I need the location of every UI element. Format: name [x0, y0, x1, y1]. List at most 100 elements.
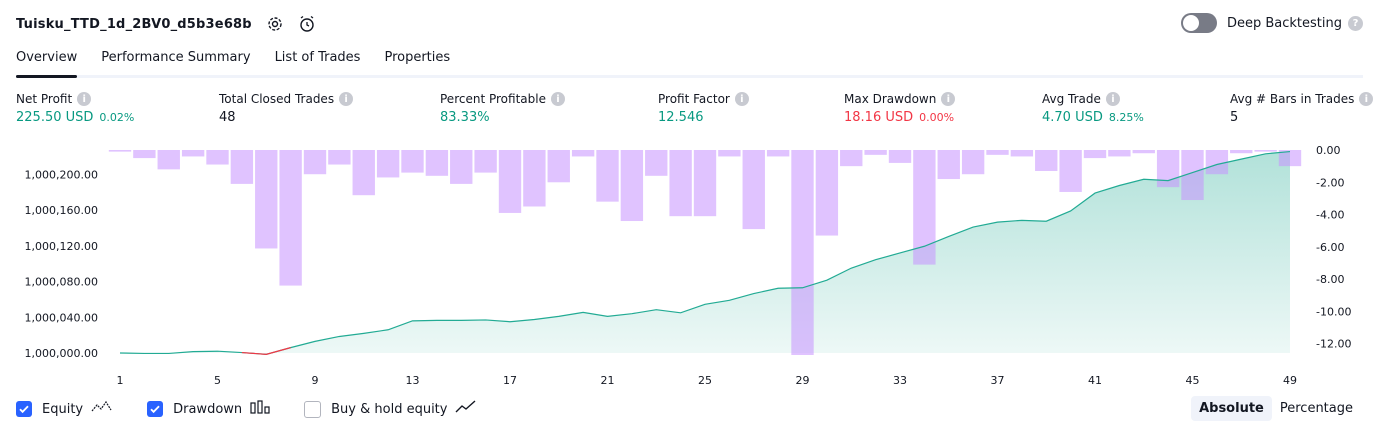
- deep-backtesting-toggle[interactable]: [1180, 13, 1217, 33]
- drawdown-bar: [693, 150, 717, 217]
- checkbox-drawdown[interactable]: [147, 401, 164, 417]
- tab-performance-summary[interactable]: Performance Summary: [101, 50, 251, 65]
- x-tick-label: 13: [406, 374, 420, 387]
- info-icon[interactable]: i: [77, 92, 92, 106]
- percentage-button[interactable]: Percentage: [1279, 401, 1353, 416]
- drawdown-bar: [255, 150, 278, 249]
- y-right-tick-label: 0.00: [1316, 144, 1341, 157]
- drawdown-bar: [766, 150, 790, 157]
- drawdown-bar: [450, 150, 473, 184]
- drawdown-bar: [1083, 150, 1107, 159]
- drawdown-bar: [376, 150, 400, 178]
- drawdown-bar: [571, 150, 595, 157]
- drawdown-bar: [913, 150, 936, 265]
- equity-drawdown-chart[interactable]: 1,000,000.00 1,000,040.00 1,000,080.00 1,00…: [0, 140, 1379, 390]
- info-icon[interactable]: i: [550, 92, 565, 106]
- metric-max-drawdown: Max Drawdown i 18.16 USD 0.00%: [844, 92, 956, 125]
- metric-avg-bars: Avg # Bars in Trades i 5: [1230, 92, 1374, 125]
- add-alert-icon[interactable]: [298, 15, 316, 33]
- drawdown-bar: [279, 150, 302, 286]
- drawdown-bar: [1035, 150, 1058, 171]
- metric-label: Percent Profitable: [440, 92, 546, 106]
- chart-legend: Equity Drawdown Buy & hold equity: [16, 400, 511, 418]
- y-right-tick-label: -10.00: [1316, 305, 1351, 318]
- tab-list-of-trades[interactable]: List of Trades: [274, 50, 361, 65]
- drawdown-bar: [1132, 150, 1155, 154]
- info-icon[interactable]: i: [1359, 92, 1374, 106]
- metric-value: 48: [219, 110, 236, 125]
- y-left-tick-label: 1,000,000.00: [25, 347, 98, 360]
- drawdown-bar: [791, 150, 814, 355]
- drawdown-bar: [328, 150, 351, 165]
- metric-net-profit: Net Profit i 225.50 USD 0.02%: [16, 92, 134, 125]
- legend-buyhold[interactable]: Buy & hold equity: [304, 400, 477, 418]
- drawdown-bar: [1230, 150, 1253, 154]
- drawdown-bar: [888, 150, 912, 163]
- drawdown-bar: [1156, 150, 1180, 188]
- drawdown-bar: [815, 150, 839, 236]
- drawdown-bar: [961, 150, 985, 175]
- help-icon[interactable]: ?: [1348, 15, 1363, 31]
- scale-mode-switch: Absolute Percentage: [1191, 396, 1361, 421]
- y-right-tick-label: -6.00: [1316, 241, 1344, 254]
- tab-overview[interactable]: Overview: [16, 47, 78, 78]
- drawdown-bar: [596, 150, 619, 202]
- metric-value: 18.16 USD: [844, 110, 914, 125]
- tab-bar: Overview Performance Summary List of Tra…: [16, 47, 1363, 78]
- y-left-tick-label: 1,000,120.00: [25, 240, 98, 253]
- drawdown-bar: [1010, 150, 1034, 157]
- legend-drawdown-label: Drawdown: [173, 401, 243, 417]
- drawdown-bar: [498, 150, 522, 213]
- absolute-button[interactable]: Absolute: [1191, 396, 1272, 421]
- drawdown-bar: [1108, 150, 1131, 157]
- x-tick-label: 37: [991, 374, 1005, 387]
- drawdown-bar: [108, 150, 132, 152]
- drawdown-bar: [181, 150, 205, 157]
- y-right-tick-label: -2.00: [1316, 176, 1344, 189]
- drawdown-bar: [645, 150, 668, 176]
- metric-avg-trade: Avg Trade i 4.70 USD 8.25%: [1042, 92, 1144, 125]
- info-icon[interactable]: i: [339, 92, 354, 106]
- report-header: Tuisku_TTD_1d_2BV0_d5b3e68b: [16, 12, 316, 36]
- drawdown-bar: [133, 150, 156, 159]
- drawdown-bar: [1059, 150, 1082, 192]
- settings-icon[interactable]: [266, 15, 284, 33]
- deep-backtesting-label: Deep Backtesting: [1226, 15, 1342, 31]
- metric-sub: 8.25%: [1108, 111, 1144, 124]
- legend-equity-label: Equity: [42, 401, 84, 417]
- y-right-tick-label: -8.00: [1316, 273, 1344, 286]
- metric-sub: 0.02%: [99, 111, 135, 124]
- metric-profit-factor: Profit Factor i 12.546: [658, 92, 749, 125]
- metric-label: Net Profit: [16, 92, 73, 106]
- strategy-title: Tuisku_TTD_1d_2BV0_d5b3e68b: [16, 16, 252, 32]
- legend-drawdown[interactable]: Drawdown: [147, 400, 270, 418]
- metric-label: Avg Trade: [1042, 92, 1101, 106]
- legend-equity[interactable]: Equity: [16, 400, 113, 418]
- x-tick-label: 21: [601, 374, 615, 387]
- x-tick-label: 1: [117, 374, 124, 387]
- drawdown-bar: [401, 150, 424, 173]
- checkbox-equity[interactable]: [16, 401, 32, 417]
- equity-line-icon: [91, 400, 113, 418]
- equity-loss-segment: [241, 347, 291, 355]
- info-icon[interactable]: i: [941, 92, 956, 106]
- info-icon[interactable]: i: [1105, 92, 1120, 106]
- drawdown-bar: [669, 150, 692, 217]
- drawdown-bar: [523, 150, 546, 207]
- equity-area: [120, 151, 1290, 355]
- metric-total-closed-trades: Total Closed Trades i 48: [219, 92, 354, 125]
- y-left-tick-label: 1,000,080.00: [25, 276, 98, 289]
- drawdown-bar: [840, 150, 863, 167]
- x-tick-label: 29: [796, 374, 810, 387]
- x-tick-label: 33: [893, 374, 907, 387]
- drawdown-bar: [1254, 150, 1277, 152]
- metric-value: 5: [1230, 110, 1239, 125]
- info-icon[interactable]: i: [734, 92, 749, 106]
- y-left-tick-label: 1,000,200.00: [25, 168, 98, 181]
- drawdown-bar: [352, 150, 375, 196]
- checkbox-buyhold[interactable]: [304, 400, 322, 418]
- x-tick-label: 45: [1186, 374, 1200, 387]
- metric-percent-profitable: Percent Profitable i 83.33%: [440, 92, 565, 125]
- tab-properties[interactable]: Properties: [384, 50, 451, 65]
- metric-label: Profit Factor: [658, 92, 730, 106]
